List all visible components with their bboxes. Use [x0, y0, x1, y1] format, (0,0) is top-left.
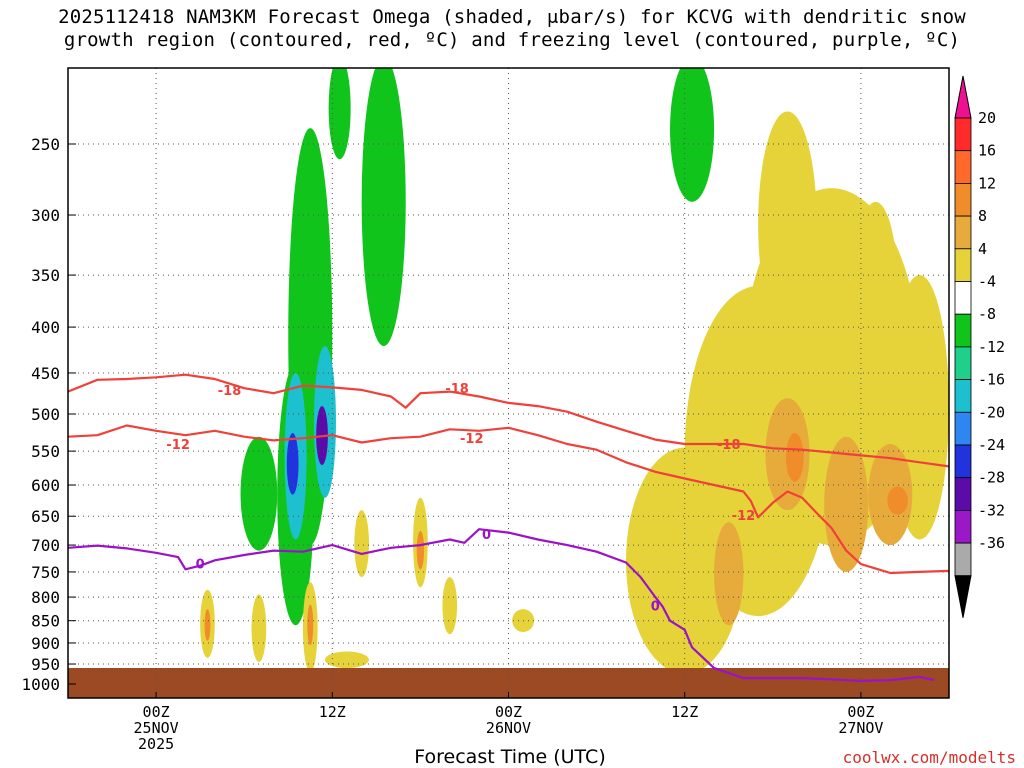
omega-region-9 — [714, 522, 744, 626]
contour-label-0: -18 — [218, 384, 242, 399]
colorbar-label-0: 20 — [978, 109, 996, 127]
colorbar-box-16 — [954, 150, 972, 184]
omega-region-20 — [286, 433, 299, 495]
contour-label-4: -12 — [460, 432, 484, 447]
y-tick-label-750: 750 — [31, 563, 60, 582]
x-axis-title: Forecast Time (UTC) — [414, 746, 606, 768]
y-tick-label-450: 450 — [31, 364, 60, 383]
colorbar-box--28 — [954, 477, 972, 511]
contour-label-2: -18 — [717, 438, 741, 453]
omega-region-4 — [758, 111, 817, 337]
x-tick-label-24-0: 00Z — [495, 703, 522, 721]
y-tick-label-350: 350 — [31, 266, 60, 285]
colorbar-box-4 — [954, 248, 972, 282]
omega-region-29 — [324, 651, 370, 669]
omega-region-16 — [670, 68, 715, 202]
x-tick-label-24-1: 26NOV — [486, 719, 531, 737]
contour-label-1: -18 — [445, 382, 469, 397]
colorbar-box--12 — [954, 346, 972, 380]
y-tick-label-900: 900 — [31, 634, 60, 653]
colorbar-label-11: -28 — [978, 469, 1005, 487]
omega-region-27 — [442, 577, 458, 635]
colorbar-label-7: -12 — [978, 338, 1005, 356]
credit-text: coolwx.com/modelts — [842, 748, 1016, 767]
colorbar: 20 16 12 8 4 -4 -8 -12 -16 -20 -24 -28 -32 -36 — [954, 75, 1005, 618]
colorbar-label-2: 12 — [978, 174, 996, 192]
y-tick-label-800: 800 — [31, 588, 60, 607]
omega-region-31 — [307, 604, 314, 646]
colorbar-box--8 — [954, 313, 972, 348]
omega-region-30 — [204, 609, 211, 641]
colorbar-over-arrow — [954, 75, 972, 119]
y-tick-label-650: 650 — [31, 507, 60, 526]
y-tick-label-400: 400 — [31, 318, 60, 337]
omega-region-32 — [416, 530, 425, 570]
colorbar-label-13: -36 — [978, 534, 1005, 552]
contour-lines — [68, 373, 949, 683]
contour-label-5: -12 — [732, 509, 756, 524]
contour-line-0 — [68, 528, 935, 683]
y-tick-label-300: 300 — [31, 206, 60, 225]
colorbar-box--36 — [954, 542, 972, 577]
colorbar-box--20 — [954, 411, 972, 446]
x-tick-label-0-0: 00Z — [143, 703, 170, 721]
contour-label-3: -12 — [166, 438, 190, 453]
y-tick-label-550: 550 — [31, 442, 60, 461]
omega-region-23 — [251, 594, 267, 662]
contour-line-minus12 — [68, 424, 949, 575]
contour-line-minus18 — [68, 373, 949, 468]
omega-region-17 — [240, 436, 278, 551]
x-tick-label-0-1: 25NOV — [134, 719, 179, 737]
x-tick-label-48-0: 00Z — [847, 703, 874, 721]
chart-title-line-1: 2025112418 NAM3KM Forecast Omega (shaded… — [58, 6, 966, 28]
chart-title: 2025112418 NAM3KM Forecast Omega (shaded… — [0, 6, 1024, 52]
contour-label-6: 0 — [196, 558, 205, 573]
colorbar-box-8 — [954, 215, 972, 250]
x-tick-label-48-1: 27NOV — [838, 719, 883, 737]
colorbar-label-8: -16 — [978, 371, 1005, 389]
grid-lines — [68, 68, 949, 698]
omega-region-14 — [361, 68, 406, 347]
x-tick-label-36-0: 12Z — [671, 703, 698, 721]
y-tick-label-950: 950 — [31, 655, 60, 674]
colorbar-box--24 — [954, 444, 972, 479]
y-axis: 250 300 350 400 450 500 550 600 650 700 750 800 850 9… — [21, 135, 76, 694]
omega-region-10 — [786, 433, 804, 482]
y-tick-label-1000: 1000 — [21, 675, 60, 694]
omega-region-15 — [328, 68, 351, 160]
colorbar-label-6: -8 — [978, 305, 996, 323]
x-tick-label-12-0: 12Z — [319, 703, 346, 721]
colorbar-label-1: 16 — [978, 142, 996, 160]
colorbar-label-10: -24 — [978, 436, 1005, 454]
x-tick-label-0-2: 2025 — [138, 735, 174, 753]
colorbar-label-9: -20 — [978, 403, 1005, 421]
colorbar-box--16 — [954, 379, 972, 413]
omega-shading — [200, 68, 949, 675]
colorbar-under-arrow — [954, 575, 972, 618]
colorbar-label-3: 8 — [978, 207, 987, 225]
omega-region-5 — [853, 201, 898, 373]
colorbar-label-5: -4 — [978, 273, 996, 291]
contour-label-8: 0 — [651, 600, 660, 615]
colorbar-box-20 — [954, 117, 972, 152]
chart-title-line-2: growth region (contoured, red, ºC) and f… — [63, 29, 961, 51]
colorbar-label-12: -32 — [978, 501, 1005, 519]
colorbar-label-4: 4 — [978, 240, 987, 258]
contour-label-7: 0 — [482, 528, 491, 543]
y-tick-label-700: 700 — [31, 536, 60, 555]
contour-labels: -18 -18 -18 -12 -12 -12 0 0 0 — [166, 382, 756, 615]
colorbar-box--4 — [954, 281, 972, 315]
omega-region-7 — [824, 436, 869, 572]
omega-region-11 — [887, 486, 908, 515]
y-tick-label-600: 600 — [31, 476, 60, 495]
y-tick-label-250: 250 — [31, 135, 60, 154]
omega-region-25 — [354, 510, 370, 578]
omega-region-3 — [625, 447, 744, 675]
y-tick-label-500: 500 — [31, 405, 60, 424]
colorbar-box-12 — [954, 182, 972, 217]
colorbar-box--32 — [954, 509, 972, 544]
y-tick-label-850: 850 — [31, 612, 60, 631]
